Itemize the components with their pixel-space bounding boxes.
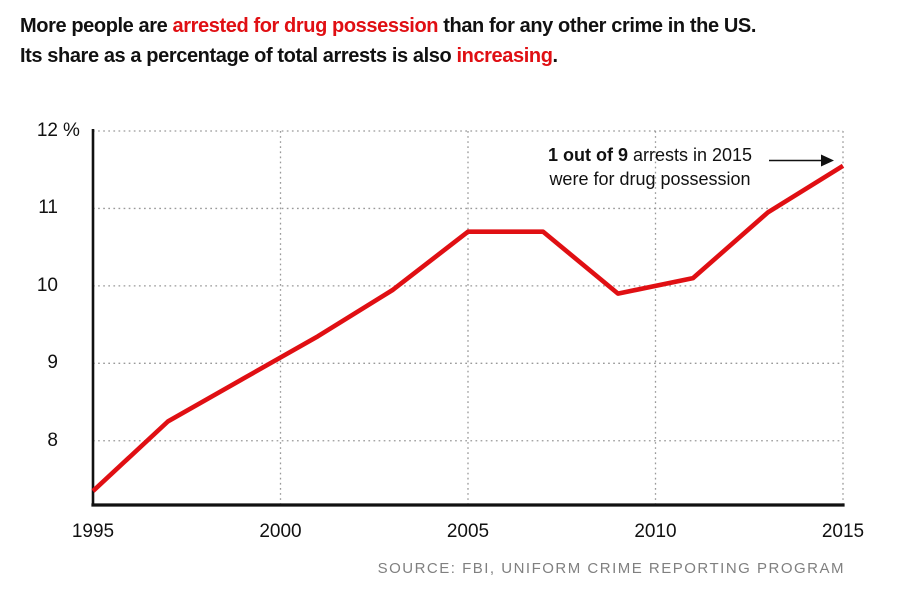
title-text-2b: .	[552, 45, 559, 67]
title-text-1b: than for any other crime in the US.	[438, 15, 756, 37]
title-text-1a: More people are	[20, 15, 173, 37]
title-highlight-1: arrested for drug possession	[172, 15, 439, 37]
annotation-line-2: were for drug possession	[549, 169, 751, 189]
annotation-text-1: arrests in 2015	[627, 145, 753, 165]
annotation-bold: 1 out of 9	[547, 145, 628, 165]
title-line-2: Its share as a percentage of total arres…	[20, 41, 756, 71]
title-line-1: More people are arrested for drug posses…	[20, 11, 756, 41]
annotation-arrow-icon	[821, 154, 834, 167]
data-line	[91, 163, 845, 493]
title-text-2a: Its share as a percentage of total arres…	[20, 45, 457, 67]
chart-title: More people are arrested for drug posses…	[20, 11, 756, 71]
source-credit: SOURCE: FBI, UNIFORM CRIME REPORTING PRO…	[377, 560, 845, 577]
annotation-line-1: 1 out of 9 arrests in 2015	[522, 143, 778, 167]
title-highlight-2: increasing	[456, 45, 553, 67]
annotation-callout: 1 out of 9 arrests in 2015 were for drug…	[522, 143, 778, 191]
